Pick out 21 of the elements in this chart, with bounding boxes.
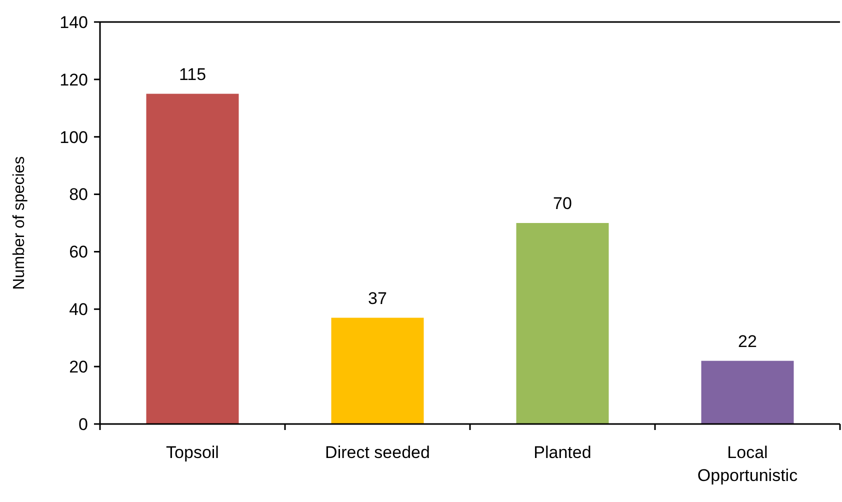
bar — [701, 360, 794, 424]
y-tick-label: 80 — [69, 185, 88, 204]
x-tick-label: Local Opportunistic — [697, 443, 798, 485]
data-label: 115 — [178, 64, 206, 84]
y-tick-label: 120 — [60, 70, 88, 90]
bar — [146, 94, 239, 424]
y-tick-label: 100 — [60, 128, 88, 147]
y-tick-label: 40 — [69, 300, 88, 320]
bar — [516, 223, 609, 424]
y-tick-label: 0 — [78, 414, 88, 434]
data-label: 37 — [368, 288, 387, 308]
y-axis-title: Number of species — [11, 156, 28, 290]
x-tick-label: Topsoil — [166, 443, 219, 462]
bar — [331, 318, 424, 424]
y-tick-label: 140 — [60, 12, 88, 32]
y-tick-label: 20 — [69, 358, 88, 377]
x-tick-label: Planted — [534, 443, 592, 462]
data-label: 70 — [553, 194, 572, 213]
y-tick-label: 60 — [69, 242, 88, 262]
x-tick-label: Direct seeded — [325, 443, 430, 462]
data-label: 22 — [738, 332, 757, 351]
